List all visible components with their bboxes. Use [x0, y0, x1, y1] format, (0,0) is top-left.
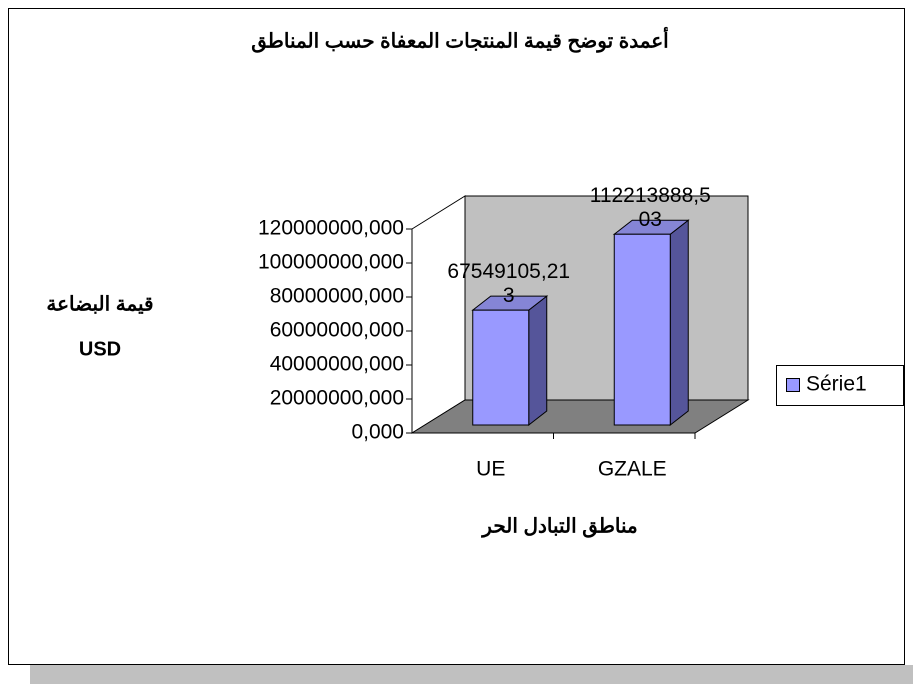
x-tick-label: UE — [476, 458, 505, 481]
data-label: 67549105,213 — [447, 260, 571, 308]
side-wall — [411, 195, 466, 434]
y-tick-label: 20000000,000 — [270, 387, 404, 410]
y-tick-label: 60000000,000 — [270, 319, 404, 342]
data-label: 112213888,503 — [589, 184, 711, 232]
bar — [472, 309, 530, 426]
y-tick-label: 40000000,000 — [270, 353, 404, 376]
y-axis-label: USD — [79, 338, 121, 360]
x-axis-label: مناطق التبادل الحر — [480, 515, 637, 538]
y-tick-label: 0,000 — [351, 421, 404, 444]
y-axis-label: قيمة البضاعة — [46, 293, 153, 315]
legend-swatch — [786, 378, 800, 392]
x-tick-label: GZALE — [598, 458, 667, 481]
shadow — [30, 665, 913, 684]
floor — [410, 399, 750, 434]
legend-label: Série1 — [806, 373, 867, 396]
bar-side — [669, 219, 689, 427]
bar — [613, 233, 671, 426]
y-tick-label: 100000000,000 — [258, 251, 404, 274]
y-tick-label: 80000000,000 — [270, 285, 404, 308]
chart-title: أعمدة توضح قيمة المنتجات المعفاة حسب الم… — [251, 26, 669, 53]
bar-side — [528, 295, 548, 427]
y-tick-label: 120000000,000 — [258, 217, 404, 240]
